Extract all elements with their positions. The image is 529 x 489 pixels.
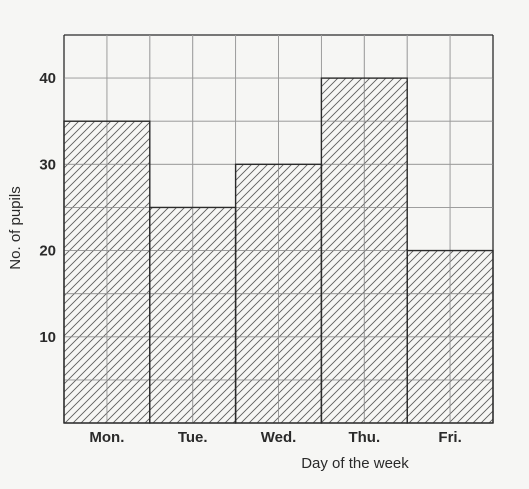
- y-tick-label: 30: [39, 156, 56, 173]
- x-tick-label: Mon.: [89, 429, 124, 446]
- x-tick-label: Tue.: [178, 429, 208, 446]
- x-axis-label: Day of the week: [301, 455, 409, 472]
- bar-outline: [406, 249, 494, 424]
- x-tick-label: Wed.: [261, 429, 297, 446]
- y-tick-label: 20: [39, 243, 56, 260]
- y-tick-label: 10: [39, 329, 56, 346]
- y-tick-label: 40: [39, 70, 56, 87]
- x-tick-label: Thu.: [348, 429, 380, 446]
- y-axis-label: No. of pupils: [7, 186, 24, 269]
- bars: [63, 35, 494, 424]
- tick-labels: 10 20 30 40 Mon. Tue. Wed. Thu. Fri.: [39, 70, 461, 446]
- x-tick-label: Fri.: [438, 429, 461, 446]
